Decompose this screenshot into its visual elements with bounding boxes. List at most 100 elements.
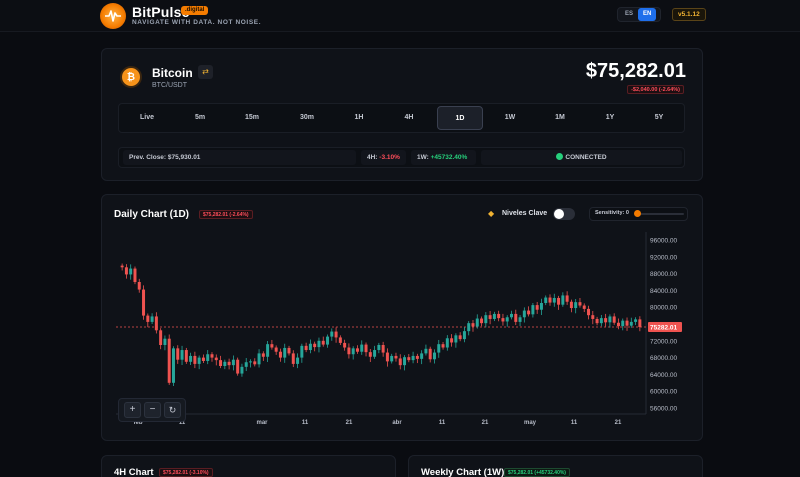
candle [574, 302, 578, 309]
reset-zoom-button[interactable]: ↻ [164, 402, 181, 418]
candle [236, 359, 240, 374]
candle [206, 354, 210, 361]
weekly-chart-badge: $75,282.01 (+45732.40%) [504, 468, 570, 477]
x-tick-label: mar [256, 420, 268, 426]
candle [385, 352, 389, 362]
price-change-badge: -$2,040.00 (-2.64%) [627, 85, 684, 94]
w1-value: +45732.40% [430, 154, 468, 161]
zoom-out-button[interactable]: − [144, 402, 161, 418]
candle [219, 360, 223, 366]
candle [283, 347, 287, 358]
candlestick-chart[interactable]: 96000.00 92000.00 88000.00 84000.00 80000.00… [102, 228, 702, 438]
candle [539, 303, 543, 310]
daily-chart-title: Daily Chart (1D) [114, 209, 190, 220]
tagline: NAVIGATE WITH DATA. NOT NOISE. [132, 19, 262, 26]
candle [351, 348, 355, 355]
lang-es-button[interactable]: ES [625, 11, 634, 17]
candle [407, 357, 411, 361]
toggle-knob [554, 209, 564, 219]
timeframe-1h[interactable]: 1H [354, 114, 364, 121]
candle [373, 350, 377, 357]
candle [231, 359, 235, 366]
timeframe-15m[interactable]: 15m [244, 114, 259, 121]
candle [467, 323, 471, 332]
h4-chart-badge: $75,282.01 (-3.10%) [159, 468, 213, 477]
weekly-chart-title: Weekly Chart (1W) [421, 467, 505, 477]
candle [326, 336, 330, 345]
sensitivity-slider-handle[interactable] [634, 210, 641, 217]
timeframe-1w[interactable]: 1W [504, 114, 516, 121]
candle [475, 318, 479, 327]
candle [638, 319, 642, 328]
current-price: $75,282.01 [585, 60, 686, 82]
current-price-tag [648, 322, 682, 333]
timeframe-4h[interactable]: 4H [404, 114, 414, 121]
candle [484, 315, 488, 324]
x-tick-label: 21 [615, 420, 622, 426]
x-tick-label: abr [392, 420, 402, 426]
candle [527, 310, 531, 315]
brand-name[interactable]: BitPulse [132, 4, 190, 20]
zoom-in-button[interactable]: + [124, 402, 141, 418]
h4-change: 4H: -3.10% [361, 150, 406, 165]
candle [621, 320, 625, 327]
candle [462, 331, 466, 340]
timeframe-5y[interactable]: 5Y [654, 114, 664, 121]
candle [291, 353, 295, 364]
brand-tag: .digital [181, 6, 209, 15]
candle [599, 318, 603, 324]
connection-status: CONNECTED [481, 150, 682, 165]
x-tick-label: 11 [302, 420, 309, 426]
candle [317, 340, 321, 348]
candle [355, 348, 359, 352]
timeframe-live[interactable]: Live [139, 114, 154, 121]
candle [450, 338, 454, 343]
sensitivity-label: Sensitivity: 0 [595, 210, 629, 216]
candle [522, 310, 526, 318]
h4-chart-title: 4H Chart [114, 467, 154, 477]
y-tick-label: 64000.00 [650, 372, 677, 379]
timeframe-30m[interactable]: 30m [299, 114, 314, 121]
x-tick-label: 21 [482, 420, 489, 426]
sensitivity-slider[interactable] [636, 213, 684, 215]
candle [368, 352, 372, 357]
candle [338, 337, 342, 343]
timeframe-1y[interactable]: 1Y [605, 114, 615, 121]
w1-label: 1W: [417, 154, 429, 161]
candle [497, 313, 501, 319]
candle [510, 313, 513, 318]
candle [308, 343, 312, 351]
candle [561, 295, 565, 305]
candle [454, 335, 458, 343]
candle [403, 357, 407, 366]
candle [557, 297, 561, 305]
candle [167, 338, 171, 383]
swap-icon[interactable]: ⇄ [198, 65, 213, 79]
timeframe-1m[interactable]: 1M [555, 114, 565, 121]
lang-en-button[interactable]: EN [638, 8, 657, 21]
candle [257, 353, 261, 365]
timeframe-1d[interactable]: 1D [437, 106, 483, 130]
candle [488, 315, 492, 319]
candle [146, 315, 150, 322]
candle [240, 366, 244, 374]
candle [133, 268, 137, 282]
candle [210, 354, 214, 358]
candle [591, 315, 595, 319]
timeframe-5m[interactable]: 5m [194, 114, 206, 121]
x-tick-label: feb [134, 420, 143, 426]
candle [253, 361, 257, 365]
candle [616, 322, 620, 327]
candle [197, 357, 201, 364]
candle [124, 267, 128, 275]
candle [377, 345, 381, 351]
candle [612, 316, 616, 323]
candle [180, 350, 184, 360]
candle [437, 344, 441, 353]
candle [569, 301, 573, 309]
top-navigation-bar: BitPulse .digital NAVIGATE WITH DATA. NO… [0, 0, 800, 32]
candle [244, 362, 248, 367]
candle [287, 347, 291, 354]
y-tick-label: 92000.00 [650, 254, 677, 261]
candle [604, 318, 608, 323]
